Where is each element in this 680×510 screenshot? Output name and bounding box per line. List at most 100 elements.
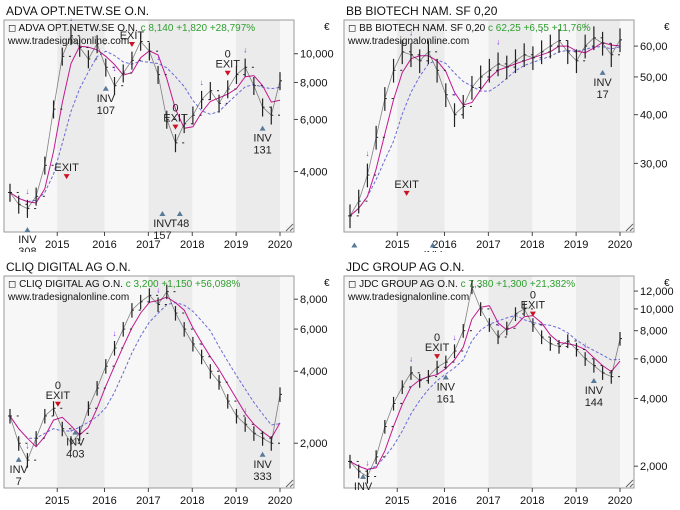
x-tick-label: 2017: [136, 495, 160, 507]
currency-label: €: [324, 22, 330, 33]
y-tick-label: 4,000: [300, 167, 328, 179]
inv-arrow: [15, 456, 22, 462]
inv-count: 144: [585, 397, 603, 409]
ma-slow-line: [349, 314, 621, 471]
exit-count: 0: [225, 49, 231, 61]
inv-label: INV: [97, 93, 116, 105]
signal-marker: ↓: [453, 89, 457, 98]
y-tick-label: 10,000: [640, 304, 674, 316]
legend-change: +1,820: [176, 23, 210, 34]
exit-label: EXIT: [163, 113, 188, 125]
x-tick-label: 2015: [45, 239, 69, 251]
inv-arrow: [360, 473, 367, 479]
exit-arrow: [172, 124, 179, 130]
signal-marker: ↓: [113, 64, 117, 73]
x-tick-label: 2020: [268, 239, 292, 251]
y-tick-label: 50,00: [640, 72, 668, 84]
exit-label: EXIT: [46, 390, 71, 402]
x-tick-label: 2020: [268, 495, 292, 507]
chart-jdc[interactable]: ◻ JDC GROUP AG O.N. c 7,380 +1,300 +21,3…: [342, 274, 678, 508]
plot-frame: [3, 275, 295, 489]
signal-marker: ↓: [25, 441, 29, 450]
x-tick-label: 2017: [476, 239, 500, 251]
ma-slow-line: [349, 46, 621, 217]
legend-line: ◻ ADVA OPT.NETW.SE O.N. c 8,140 +1,820 +…: [8, 23, 255, 34]
legend-line: ◻ BB BIOTECH NAM. SF 0,20 c 62,25 +6,55 …: [348, 23, 591, 34]
inv-arrow: [259, 451, 266, 457]
x-tick-label: 2017: [476, 495, 500, 507]
currency-label: €: [664, 278, 670, 289]
chart-bb-biotech[interactable]: ◻ BB BIOTECH NAM. SF 0,20 c 62,25 +6,55 …: [342, 18, 678, 252]
x-tick-label: 2018: [520, 495, 544, 507]
y-tick-label: 10,000: [300, 49, 334, 61]
ma-fast-line: [9, 296, 281, 448]
exit-arrow: [63, 174, 70, 180]
legend-close: c 8,140: [141, 23, 177, 34]
year-band: [236, 276, 280, 488]
inv-label: INV: [585, 385, 604, 397]
inv-arrow: [599, 69, 606, 75]
year-band: [576, 276, 620, 488]
chart-cliq[interactable]: ◻ CLIQ DIGITAL AG O.N. c 3,200 +1,150 +5…: [2, 274, 338, 508]
y-tick-label: 60,00: [640, 41, 668, 53]
x-tick-label: 2019: [564, 495, 588, 507]
signal-marker: ↓: [365, 458, 369, 467]
signal-marker: ↓: [409, 29, 413, 38]
y-tick-label: 40,00: [640, 110, 668, 122]
exit-arrow: [434, 354, 441, 360]
chart-adva[interactable]: ◻ ADVA OPT.NETW.SE O.N. c 8,140 +1,820 +…: [2, 18, 338, 252]
signal-marker: ↓: [409, 355, 413, 364]
price-line: [349, 37, 621, 217]
y-tick-label: 4,000: [640, 393, 668, 405]
x-tick-label: 2020: [608, 239, 632, 251]
x-tick-label: 2018: [180, 495, 204, 507]
y-tick-label: 8,000: [640, 326, 668, 338]
price-line: [9, 290, 281, 462]
year-band: [148, 20, 193, 232]
exit-count: 0: [55, 380, 61, 392]
inv-label: INV: [354, 481, 373, 493]
x-tick-label: 2018: [520, 239, 544, 251]
signal-marker: ↓: [365, 149, 369, 158]
inv-count: 333: [253, 471, 271, 483]
inv-label: INV: [437, 382, 456, 394]
signal-marker: ↓: [200, 338, 204, 347]
inv-arrow: [176, 210, 183, 216]
legend-close: c 3,200: [126, 279, 162, 290]
resize-handle-icon: [625, 479, 634, 488]
exit-arrow: [54, 401, 61, 407]
year-band: [576, 20, 620, 232]
legend-name: ◻ ADVA OPT.NETW.SE O.N.: [8, 23, 141, 34]
inv-count: 308: [18, 246, 36, 252]
x-tick-label: 2017: [136, 239, 160, 251]
price-line: [9, 35, 281, 210]
exit-label: EXIT: [521, 300, 546, 312]
inv-count: 17: [596, 89, 608, 101]
currency-label: €: [324, 278, 330, 289]
plot-frame: [3, 19, 295, 233]
inv-arrow: [442, 374, 449, 380]
panel-title-cliq: CLIQ DIGITAL AG O.N.: [6, 260, 131, 274]
signal-marker: ↓: [25, 187, 29, 196]
watermark: www.tradesignalonline.com: [7, 36, 129, 47]
y-tick-label: 2,000: [640, 461, 668, 473]
signal-marker: ↓: [113, 329, 117, 338]
legend-close: c 7,380: [461, 279, 497, 290]
legend-change: +1,150: [161, 279, 195, 290]
inv-arrow: [590, 377, 597, 383]
x-tick-label: 2019: [224, 495, 248, 507]
y-tick-label: 2,000: [300, 438, 328, 450]
exit-arrow: [224, 70, 231, 76]
x-tick-label: 2015: [385, 239, 409, 251]
watermark: www.tradesignalonline.com: [7, 292, 129, 303]
exit-count: 0: [434, 332, 440, 344]
year-band: [488, 20, 533, 232]
inv-count: 403: [66, 449, 84, 461]
x-tick-label: 2015: [45, 495, 69, 507]
signal-marker: ↓: [156, 53, 160, 62]
signal-marker: ↓: [583, 20, 587, 29]
year-band: [236, 20, 280, 232]
year-band: [148, 276, 193, 488]
watermark: www.tradesignalonline.com: [347, 292, 469, 303]
plot-frame: [343, 275, 635, 489]
